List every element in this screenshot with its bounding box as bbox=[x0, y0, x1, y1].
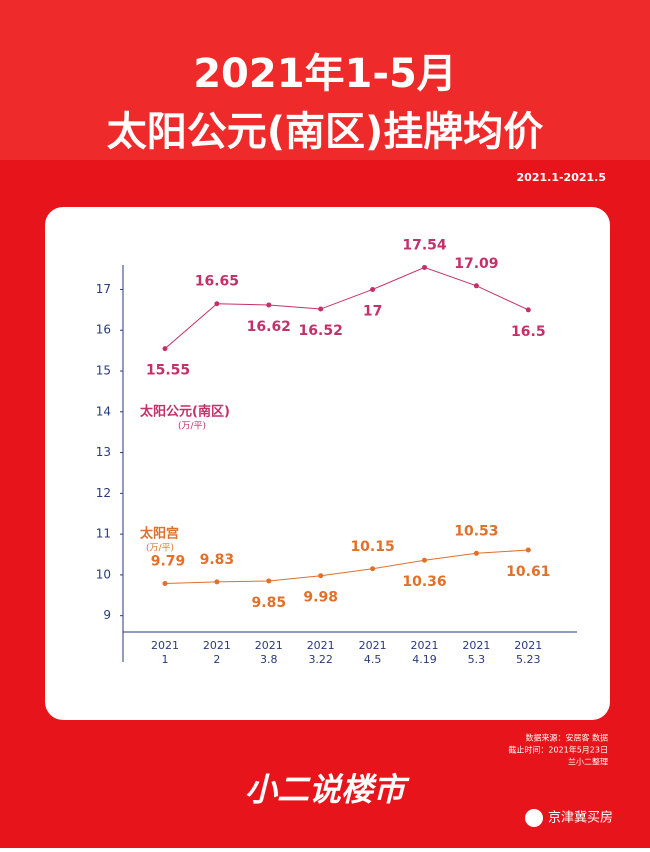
point bbox=[422, 264, 427, 270]
y-tick-label: 12 bbox=[96, 486, 111, 500]
source: 兰小二整理 bbox=[568, 757, 608, 767]
data-label: 10.53 bbox=[454, 523, 498, 539]
data-label: 9.98 bbox=[303, 590, 338, 606]
x-tick-label: 2021 bbox=[462, 639, 490, 652]
source: 数据来源：安居客 数据 bbox=[525, 733, 608, 743]
data-label: 10.36 bbox=[402, 574, 446, 590]
x-tick-label: 2021 bbox=[411, 639, 439, 652]
x-tick-label: 2021 bbox=[307, 639, 335, 652]
x-tick-label: 2 bbox=[213, 653, 220, 666]
x-tick-label: 2021 bbox=[203, 639, 231, 652]
data-label: 15.55 bbox=[146, 363, 190, 379]
title: 2021年1-5月 bbox=[193, 51, 457, 97]
x-tick-label: 5.23 bbox=[516, 653, 541, 666]
data-label: 16.62 bbox=[247, 319, 291, 335]
card bbox=[45, 207, 610, 720]
point bbox=[162, 346, 168, 352]
point bbox=[370, 566, 376, 572]
data-label: 9.85 bbox=[252, 595, 287, 611]
point bbox=[525, 547, 531, 553]
x-tick-label: 4.19 bbox=[412, 653, 437, 666]
wechat-icon bbox=[525, 809, 543, 827]
x-tick-label: 3.22 bbox=[308, 653, 333, 666]
data-label: 17.09 bbox=[454, 256, 498, 272]
source: 截止时间：2021年5月23日 bbox=[508, 745, 608, 755]
legend-label: 太阳宫 bbox=[139, 526, 179, 542]
point bbox=[370, 286, 376, 292]
data-label: 16.5 bbox=[511, 324, 546, 340]
line bbox=[164, 266, 529, 349]
subtitle: 2021.1-2021.5 bbox=[517, 171, 606, 184]
logo: 小二说楼市 bbox=[245, 771, 410, 809]
y-tick-label: 11 bbox=[96, 527, 111, 541]
unit-label: (万/平) bbox=[146, 543, 174, 554]
point bbox=[318, 306, 324, 312]
point bbox=[318, 573, 324, 579]
point bbox=[473, 550, 479, 556]
data-label: 10.15 bbox=[350, 539, 394, 555]
point bbox=[162, 580, 168, 586]
y-tick-label: 14 bbox=[96, 404, 111, 418]
x-tick-label: 5.3 bbox=[468, 653, 486, 666]
point bbox=[266, 302, 272, 308]
x-tick-label: 2021 bbox=[514, 639, 542, 652]
x-tick-label: 4.5 bbox=[364, 653, 382, 666]
data-label: 9.79 bbox=[151, 553, 186, 569]
y-tick-label: 10 bbox=[96, 567, 111, 581]
y-tick-label: 9 bbox=[103, 608, 111, 622]
point bbox=[422, 557, 427, 563]
y-tick-label: 17 bbox=[96, 282, 111, 296]
x-tick-label: 2021 bbox=[255, 639, 283, 652]
data-label: 17.54 bbox=[402, 237, 447, 253]
data-label: 10.61 bbox=[506, 564, 550, 580]
account: 京津冀买房 bbox=[548, 810, 613, 826]
line bbox=[164, 549, 529, 584]
y-tick-label: 13 bbox=[96, 445, 111, 459]
data-label: 16.52 bbox=[299, 323, 343, 339]
point bbox=[266, 578, 272, 584]
background-band bbox=[0, 0, 650, 160]
data-label: 17 bbox=[363, 303, 382, 319]
x-tick-label: 2021 bbox=[359, 639, 387, 652]
point bbox=[214, 301, 220, 307]
x-tick-label: 2021 bbox=[151, 639, 179, 652]
x-tick-label: 3.8 bbox=[260, 653, 278, 666]
point bbox=[214, 579, 220, 585]
y-tick-label: 16 bbox=[96, 323, 111, 337]
data-label: 9.83 bbox=[200, 552, 235, 568]
y-tick-label: 15 bbox=[96, 364, 111, 378]
unit-label: (万/平) bbox=[178, 421, 206, 432]
data-label: 16.65 bbox=[195, 274, 239, 290]
title: 太阳公元(南区)挂牌均价 bbox=[107, 109, 544, 155]
legend-label: 太阳公元(南区) bbox=[139, 404, 230, 420]
point bbox=[473, 283, 479, 289]
x-tick-label: 1 bbox=[162, 653, 169, 666]
point bbox=[525, 307, 531, 313]
